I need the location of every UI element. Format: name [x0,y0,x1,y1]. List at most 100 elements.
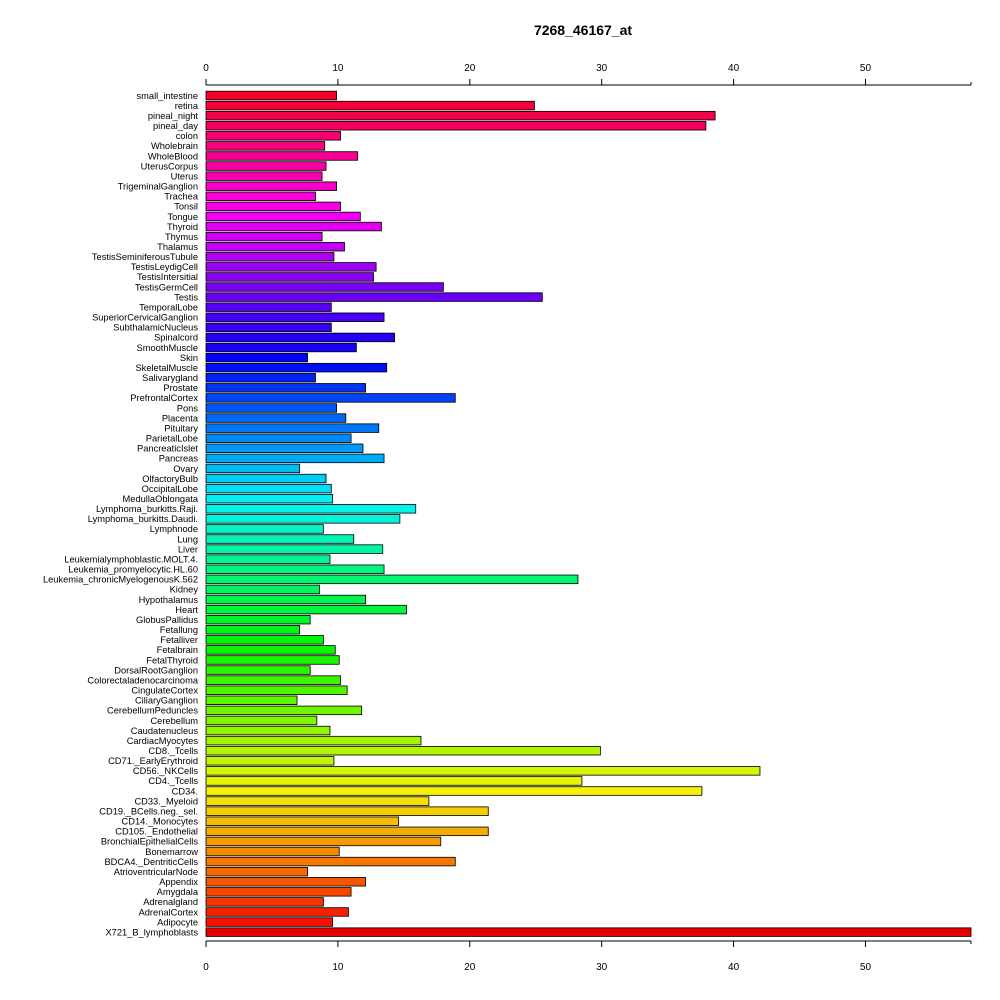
category-label: Adipocyte [157,917,198,927]
category-label: X721_B_lymphoblasts [105,927,198,937]
category-label: Colorectaladenocarcinoma [87,675,198,685]
bar [205,907,349,917]
category-label: Liver [178,544,198,554]
bar [205,594,366,605]
category-label: pineal_day [153,121,198,131]
category-label: TestisIntersitial [137,272,198,282]
bar [205,856,456,867]
category-label: Amygdala [157,887,199,897]
category-label: Wholebrain [151,141,198,151]
bar [205,917,334,927]
tick-label: 20 [464,63,476,74]
bar [205,635,324,645]
category-label: PrefrontalCortex [130,393,198,403]
bar [205,826,489,837]
category-label: GlobusPallidus [136,615,198,625]
category-label: Trachea [164,192,199,202]
category-label: TestisGermCell [135,282,198,292]
category-label: Pituitary [164,423,198,433]
category-label: Skin [180,353,198,363]
category-label: Lymphnode [150,524,198,534]
category-label: UterusCorpus [141,161,199,171]
bar [205,292,543,302]
bar [205,302,332,312]
bar [205,110,716,121]
bar [205,514,401,524]
category-label: OccipitalLobe [142,484,198,494]
bar [205,756,335,766]
bar [205,191,316,202]
bar [205,322,332,333]
bar [205,836,442,847]
category-label: Lymphoma_burkitts.Daudi. [88,514,198,524]
bar [205,766,761,776]
tick-label: 40 [728,63,740,74]
bar [205,221,382,232]
bar [205,241,345,252]
bar [205,675,341,685]
category-label: Caudatenucleus [131,726,199,736]
bar [205,90,337,101]
bar [205,524,324,534]
bar [205,342,357,353]
bar [205,806,489,816]
top-x-axis: 0 10 20 30 40 50 [203,63,972,86]
category-label: TrigeminalGanglion [118,182,198,192]
category-label: Ovary [173,464,198,474]
bar [205,534,355,544]
tick-label: 50 [860,962,872,973]
category-label: Pancreas [159,454,199,464]
bar [205,816,399,826]
category-label: Prostate [163,383,198,393]
chart-title: 7268_46167_at [534,22,632,38]
category-label: TemporalLobe [139,302,198,312]
bar [205,544,384,554]
category-label: Kidney [170,585,199,595]
bar [205,383,366,393]
bar [205,433,352,443]
category-label: SmoothMuscle [137,343,199,353]
category-label: colon [176,131,198,141]
category-label: SuperiorCervicalGanglion [92,313,198,323]
category-label: Testis [174,292,198,302]
bar [205,887,352,897]
bar [205,504,417,514]
bar [205,141,326,151]
category-label: Thymus [165,232,198,242]
bar [205,121,707,131]
category-label: retina [175,101,199,111]
category-label: Thyroid [167,222,198,232]
category-label: CD56._NKCells [133,766,198,776]
bar [205,100,535,111]
tick-label: 10 [332,63,344,74]
category-label: Fetalbrain [157,645,198,655]
bar [205,866,308,877]
category-label: Tonsil [174,202,198,212]
category-label: Heart [175,605,198,615]
bar [205,493,334,504]
bar [205,685,348,695]
bar [205,171,323,181]
bar [205,625,301,635]
category-label: CD33._Myeloid [134,796,198,806]
bar [205,473,327,484]
tick-label: 30 [596,962,608,973]
bottom-x-axis: 0 10 20 30 40 50 [203,940,972,973]
category-label: SkeletalMuscle [135,363,198,373]
bar [205,483,332,494]
bar [205,403,337,413]
category-label: DorsalRootGanglion [114,665,198,675]
bar [205,645,336,655]
category-label: Leukemia_chronicMyelogenousK.562 [43,575,198,585]
bar [205,423,380,433]
bar [205,443,364,454]
tick-label: 0 [203,962,209,973]
bar [205,463,301,474]
category-label: Fetalliver [160,635,198,645]
bar [205,695,298,706]
bar [205,705,363,716]
tick-label: 0 [203,63,209,74]
bar [205,715,318,726]
bar [205,272,374,282]
